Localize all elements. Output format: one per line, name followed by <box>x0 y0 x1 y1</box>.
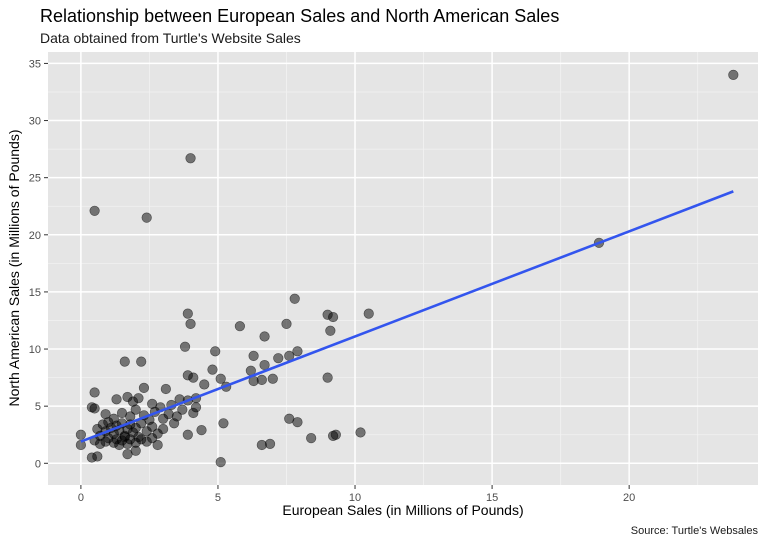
data-point <box>185 153 196 164</box>
data-point <box>264 438 276 449</box>
data-point <box>248 350 259 361</box>
data-point <box>330 429 341 440</box>
data-point <box>169 418 180 429</box>
data-points <box>75 69 739 468</box>
data-point <box>89 205 100 216</box>
data-point <box>306 433 317 444</box>
y-tick-label: 30 <box>29 116 41 128</box>
data-point <box>327 311 339 323</box>
data-point <box>234 321 245 332</box>
y-axis-title: North American Sales (in Millions of Pou… <box>6 129 22 406</box>
data-point <box>130 404 141 415</box>
data-point <box>158 423 169 435</box>
chart-subtitle: Data obtained from Turtle's Website Sale… <box>40 30 301 46</box>
data-point <box>325 325 336 336</box>
data-point <box>215 457 226 468</box>
data-point <box>89 403 100 414</box>
data-point <box>210 346 221 357</box>
chart-caption: Source: Turtle's Websales <box>631 525 759 537</box>
y-tick-label: 5 <box>35 401 41 413</box>
data-point <box>147 421 158 432</box>
data-point <box>160 383 171 395</box>
data-point <box>292 417 303 428</box>
data-point <box>147 433 158 444</box>
data-point <box>363 308 374 319</box>
x-tick-label: 20 <box>623 492 635 504</box>
data-point <box>728 69 739 80</box>
y-tick-label: 20 <box>29 230 41 242</box>
y-tick-label: 10 <box>29 344 41 356</box>
data-point <box>273 353 284 364</box>
data-point <box>119 356 130 367</box>
data-point <box>259 331 270 342</box>
x-tick-label: 15 <box>486 492 498 504</box>
data-point <box>75 429 86 440</box>
x-axis-ticks: 0 5 10 15 20 <box>78 485 635 504</box>
data-point <box>281 318 292 330</box>
data-point <box>190 402 202 413</box>
data-point <box>111 394 122 405</box>
data-point <box>182 308 193 319</box>
data-point <box>196 425 207 436</box>
data-point <box>177 404 188 415</box>
data-point <box>322 372 333 383</box>
data-point <box>182 429 193 440</box>
y-axis-ticks: 0 5 10 15 20 25 30 35 <box>29 58 48 470</box>
data-point <box>215 373 226 384</box>
data-point <box>141 212 152 223</box>
chart-title: Relationship between European Sales and … <box>40 6 559 26</box>
grid-lines <box>48 52 758 485</box>
data-point <box>207 364 218 375</box>
y-tick-label: 0 <box>35 458 41 470</box>
data-point <box>218 418 229 429</box>
y-tick-label: 15 <box>29 287 41 299</box>
trend-line <box>80 190 734 443</box>
data-point <box>89 387 100 398</box>
x-tick-label: 5 <box>215 492 221 504</box>
data-point <box>289 293 300 304</box>
data-point <box>179 341 191 352</box>
data-point <box>152 439 163 451</box>
data-point <box>185 318 196 330</box>
data-point <box>92 451 103 462</box>
y-tick-label: 35 <box>29 58 41 70</box>
x-tick-label: 0 <box>78 492 84 504</box>
data-point <box>355 427 366 438</box>
data-point <box>267 373 278 384</box>
data-point <box>259 359 270 371</box>
data-point <box>133 393 144 404</box>
data-point <box>188 372 199 383</box>
y-tick-label: 25 <box>29 173 41 185</box>
data-point <box>136 356 147 367</box>
data-point <box>292 346 303 357</box>
x-axis-title: European Sales (in Millions of Pounds) <box>282 502 523 518</box>
data-point <box>138 382 150 393</box>
data-point <box>256 374 267 385</box>
x-tick-label: 10 <box>349 492 361 504</box>
data-point <box>199 379 210 390</box>
